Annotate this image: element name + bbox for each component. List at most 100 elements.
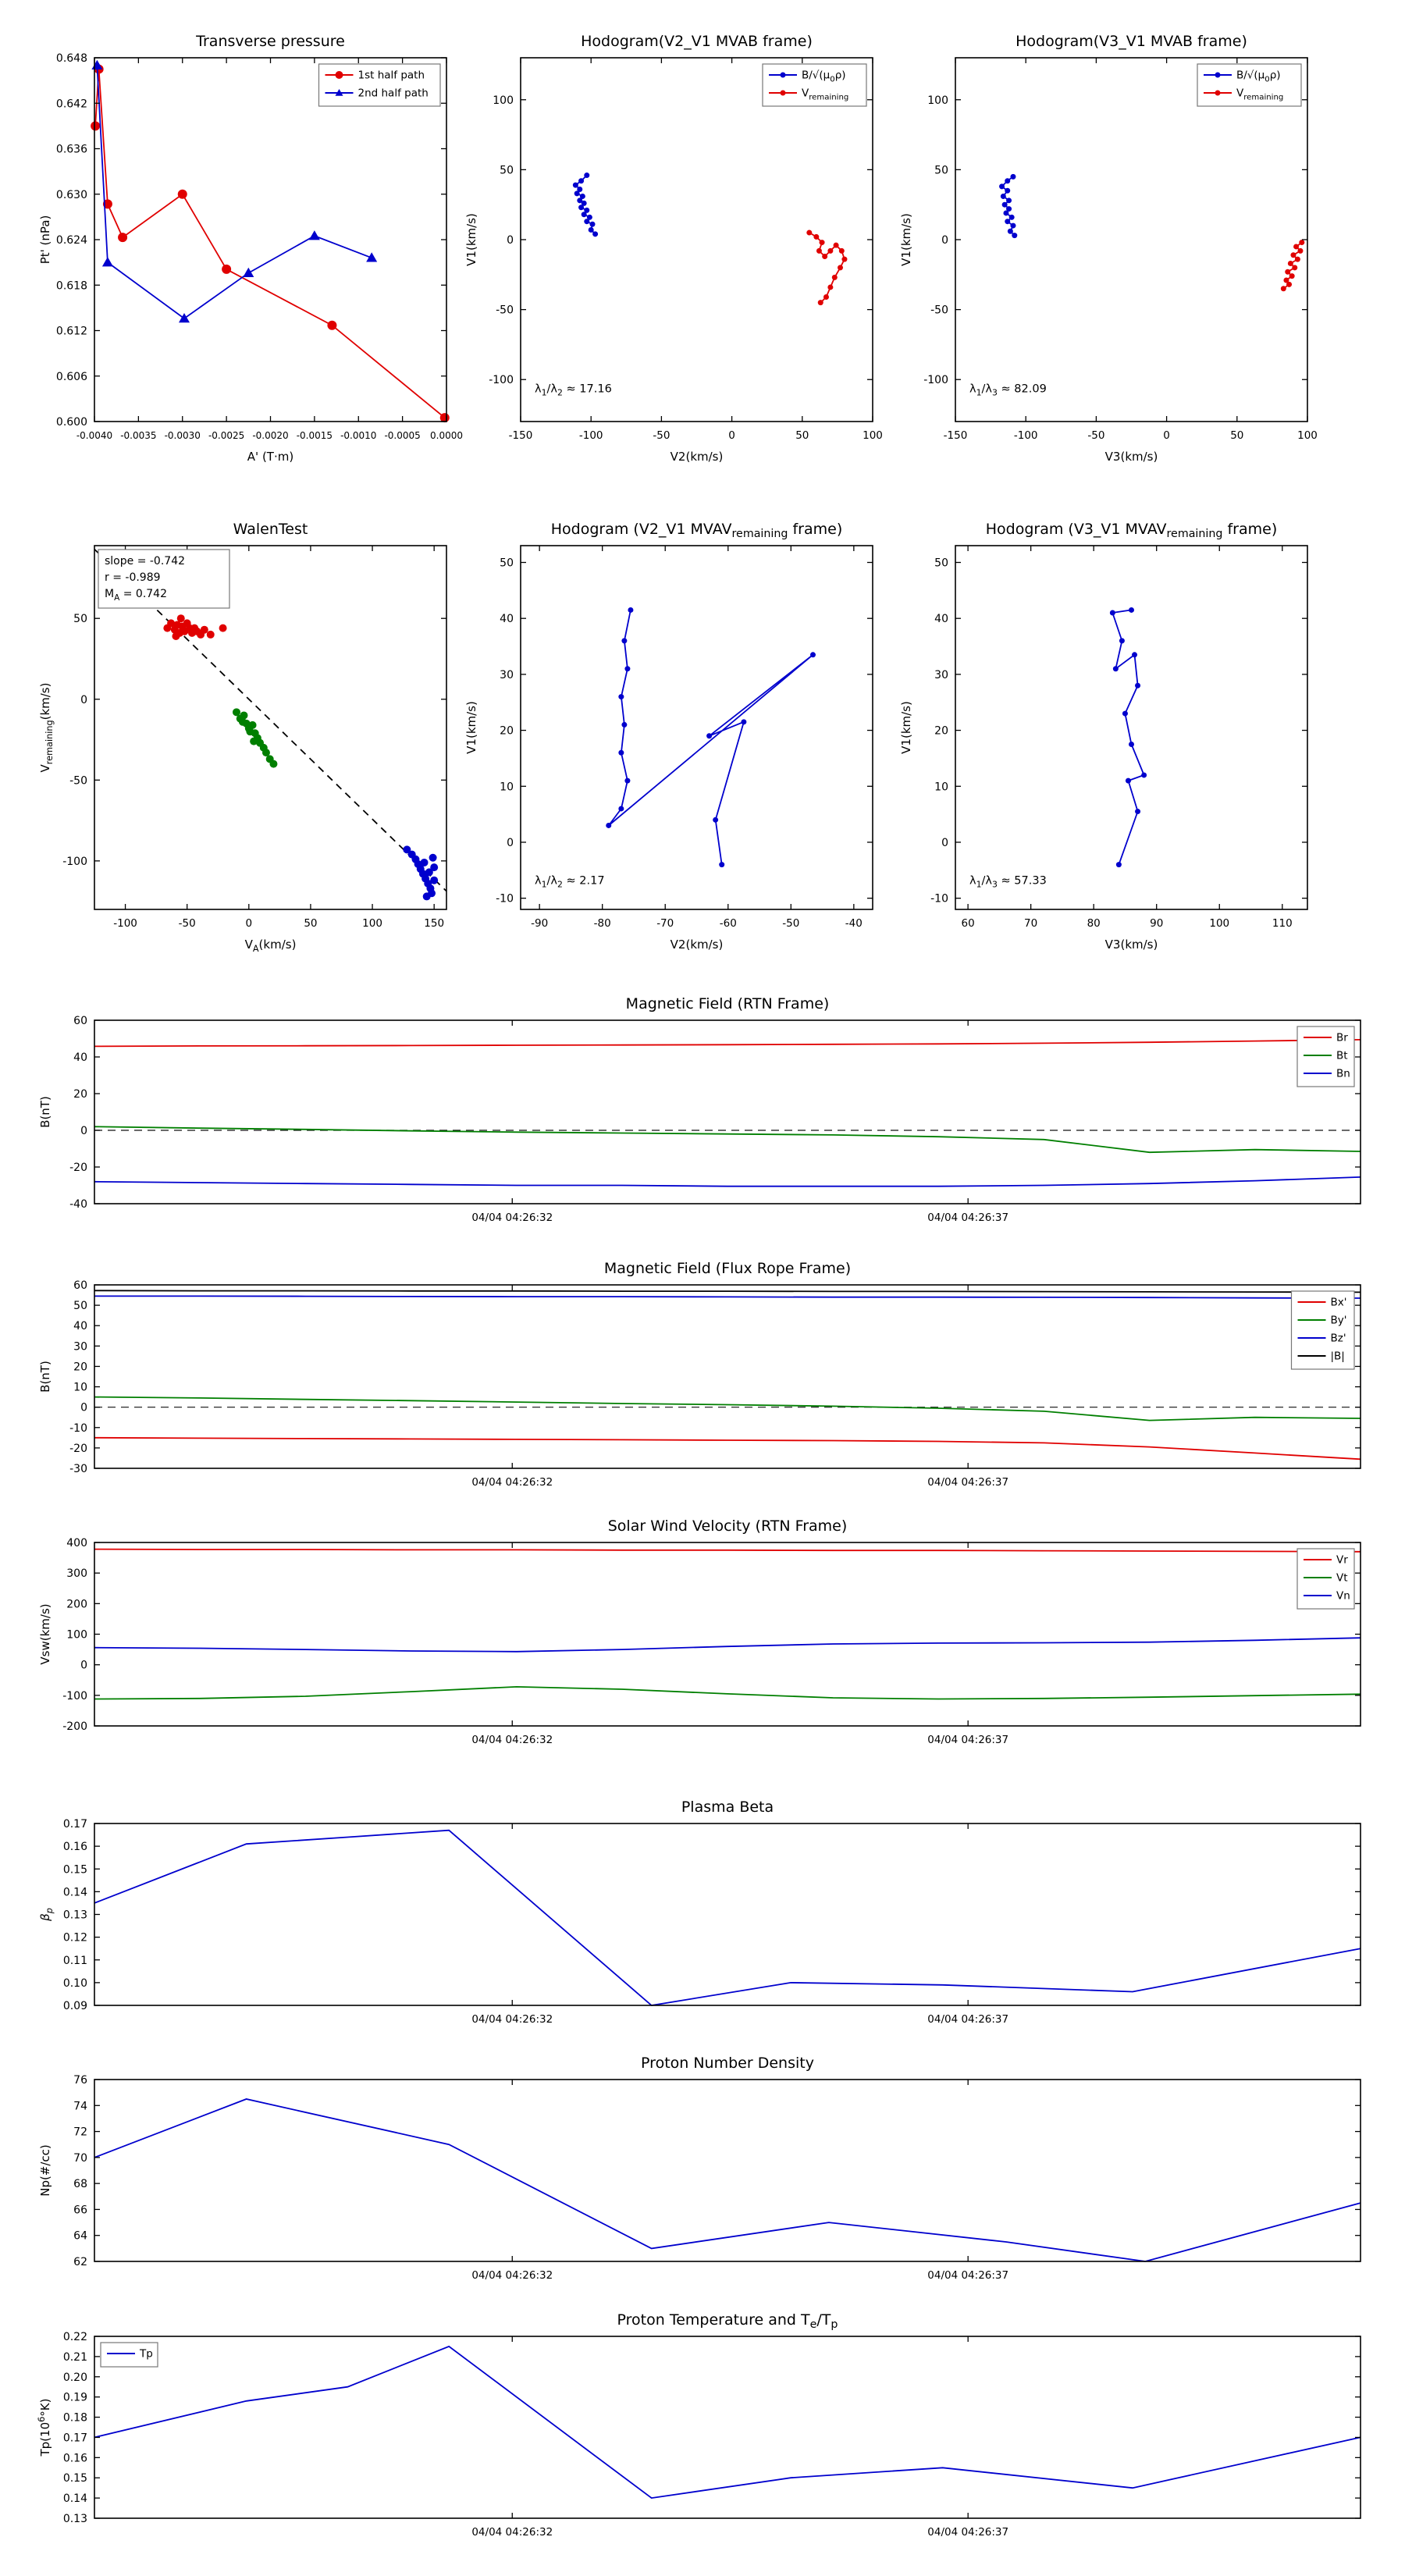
panel-magnetic-field-rtn: 04/04 04:26:32 04/04 04:26:37 -40 -20 0 20 40 6… — [28, 985, 1384, 1252]
y-tick-label: 100 — [927, 94, 948, 107]
axis-xlabel: V3(km/s) — [1105, 938, 1158, 952]
marker — [813, 233, 820, 240]
y-tick-label: 50 — [934, 164, 948, 176]
y-tick-label: 20 — [73, 1088, 87, 1101]
legend-box — [762, 63, 867, 107]
y-tick-label: 0.16 — [63, 1841, 87, 1853]
series-Vn — [94, 1637, 1361, 1653]
marker — [246, 728, 254, 736]
marker — [1135, 809, 1141, 815]
marker — [621, 638, 628, 644]
legend-box — [100, 2342, 158, 2368]
y-tick-label: -20 — [69, 1162, 87, 1174]
axis-ylabel: V1(km/s) — [899, 213, 913, 266]
y-tick-label: 20 — [500, 725, 514, 738]
y-tick-label: 0.642 — [56, 98, 87, 110]
axes-frame — [520, 545, 873, 910]
y-tick-label: 0 — [80, 1660, 87, 1672]
x-tick-label: 70 — [1024, 917, 1037, 930]
x-tick-label: 100 — [362, 917, 382, 930]
x-tick-label: -0.0005 — [384, 430, 420, 441]
panel-walen-test: -100 -50 0 50 100 150 -100 -50 0 50 WalenTest VA(km… — [28, 511, 470, 958]
y-tick-label: 0.18 — [63, 2412, 87, 2425]
marker — [250, 737, 258, 745]
axes-frame — [955, 57, 1308, 422]
axis-xlabel: A' (T·m) — [247, 450, 293, 464]
chart-svg: 04/04 04:26:32 04/04 04:26:37 0.09 0.10 0.11… — [38, 1799, 1361, 2026]
axis-xlabel: V2(km/s) — [670, 450, 724, 464]
marker — [584, 219, 590, 225]
panel-magnetic-field-fluxrope: 04/04 04:26:32 04/04 04:26:37 -30 -20 -10 0 10… — [28, 1250, 1384, 1517]
legend-box — [318, 63, 441, 107]
x-tick-label: 04/04 04:26:37 — [927, 1212, 1008, 1224]
panel-proton-density: 04/04 04:26:32 04/04 04:26:37 62 64 66 68 70 72… — [28, 2044, 1384, 2310]
marker — [429, 853, 437, 862]
y-tick-label: 0.20 — [63, 2371, 87, 2384]
x-tick-label: -70 — [656, 917, 674, 930]
y-tick-label: -40 — [69, 1198, 87, 1211]
y-tick-label: -30 — [69, 1463, 87, 1475]
marker — [179, 312, 190, 323]
x-tick-label: 04/04 04:26:32 — [471, 1734, 553, 1746]
x-tick-label: 50 — [795, 429, 809, 442]
marker — [91, 59, 103, 69]
legend-label: Vt — [1336, 1572, 1348, 1585]
x-tick-label: -100 — [113, 917, 137, 930]
marker — [823, 294, 829, 300]
series-Bx — [94, 1436, 1361, 1461]
x-tick-label: -0.0025 — [208, 430, 244, 441]
y-tick-label: -20 — [69, 1443, 87, 1455]
x-tick-label: -0.0010 — [340, 430, 376, 441]
annotation-line: MA = 0.742 — [105, 588, 167, 603]
marker — [1008, 214, 1015, 220]
y-tick-label: 0.13 — [63, 2513, 87, 2525]
panel-transverse-pressure: -0.0040 -0.0035 -0.0030 -0.0025 -0.0020 -0.00… — [28, 23, 470, 470]
y-tick-label: -50 — [930, 304, 948, 317]
y-tick-label: 66 — [73, 2204, 87, 2216]
y-tick-label: 60 — [73, 1015, 87, 1027]
y-tick-label: 0.618 — [56, 279, 87, 292]
y-tick-label: 72 — [73, 2126, 87, 2139]
marker — [1000, 193, 1006, 199]
marker — [827, 284, 834, 290]
x-tick-label: -0.0020 — [252, 430, 288, 441]
y-tick-label: 0 — [507, 837, 514, 849]
marker — [780, 90, 786, 96]
marker — [578, 178, 585, 184]
series-Tp — [94, 2345, 1361, 2500]
legend-label: Bx' — [1331, 1297, 1347, 1309]
series-blue — [608, 610, 814, 865]
axis-ylabel: B(nT) — [38, 1361, 52, 1393]
y-tick-label: -200 — [62, 1720, 87, 1733]
chart-svg: -100 -50 0 50 100 150 -100 -50 0 50 WalenTest VA(km… — [38, 521, 447, 954]
y-tick-label: 0 — [941, 234, 948, 247]
chart-svg: 04/04 04:26:32 04/04 04:26:37 -30 -20 -10 0 10… — [38, 1260, 1361, 1489]
y-tick-label: 0.15 — [63, 1863, 87, 1876]
legend-label: Bt — [1336, 1050, 1348, 1062]
y-tick-label: 0.17 — [63, 1818, 87, 1831]
axes-frame — [94, 2079, 1361, 2262]
x-tick-label: 50 — [304, 917, 317, 930]
marker — [420, 858, 429, 866]
y-tick-label: 300 — [66, 1567, 87, 1580]
y-tick-label: 0.15 — [63, 2472, 87, 2485]
marker — [618, 806, 624, 812]
x-tick-label: -100 — [1014, 429, 1038, 442]
marker — [741, 719, 747, 725]
series-Bn — [94, 1176, 1361, 1187]
x-tick-label: 04/04 04:26:37 — [927, 2013, 1008, 2026]
panel-title: Proton Temperature and Te/Tp — [617, 2311, 838, 2331]
chart-svg: 60 70 80 90 100 110 -10 0 10 20 30 40 50 Hodogram (V3… — [899, 521, 1308, 952]
y-tick-label: 0.630 — [56, 189, 87, 201]
marker — [1115, 862, 1122, 868]
axis-ylabel: Tp(106°K) — [37, 2399, 52, 2457]
y-tick-label: -100 — [923, 374, 948, 386]
x-tick-label: 0.0000 — [430, 430, 463, 441]
x-tick-label: 100 — [863, 429, 883, 442]
x-tick-label: 0 — [728, 429, 735, 442]
y-tick-label: 0.10 — [63, 1977, 87, 1990]
marker — [819, 240, 825, 246]
y-tick-label: 68 — [73, 2178, 87, 2190]
chart-svg: 04/04 04:26:32 04/04 04:26:37 -200 -100 0 100… — [38, 1517, 1361, 1746]
marker — [816, 247, 822, 254]
